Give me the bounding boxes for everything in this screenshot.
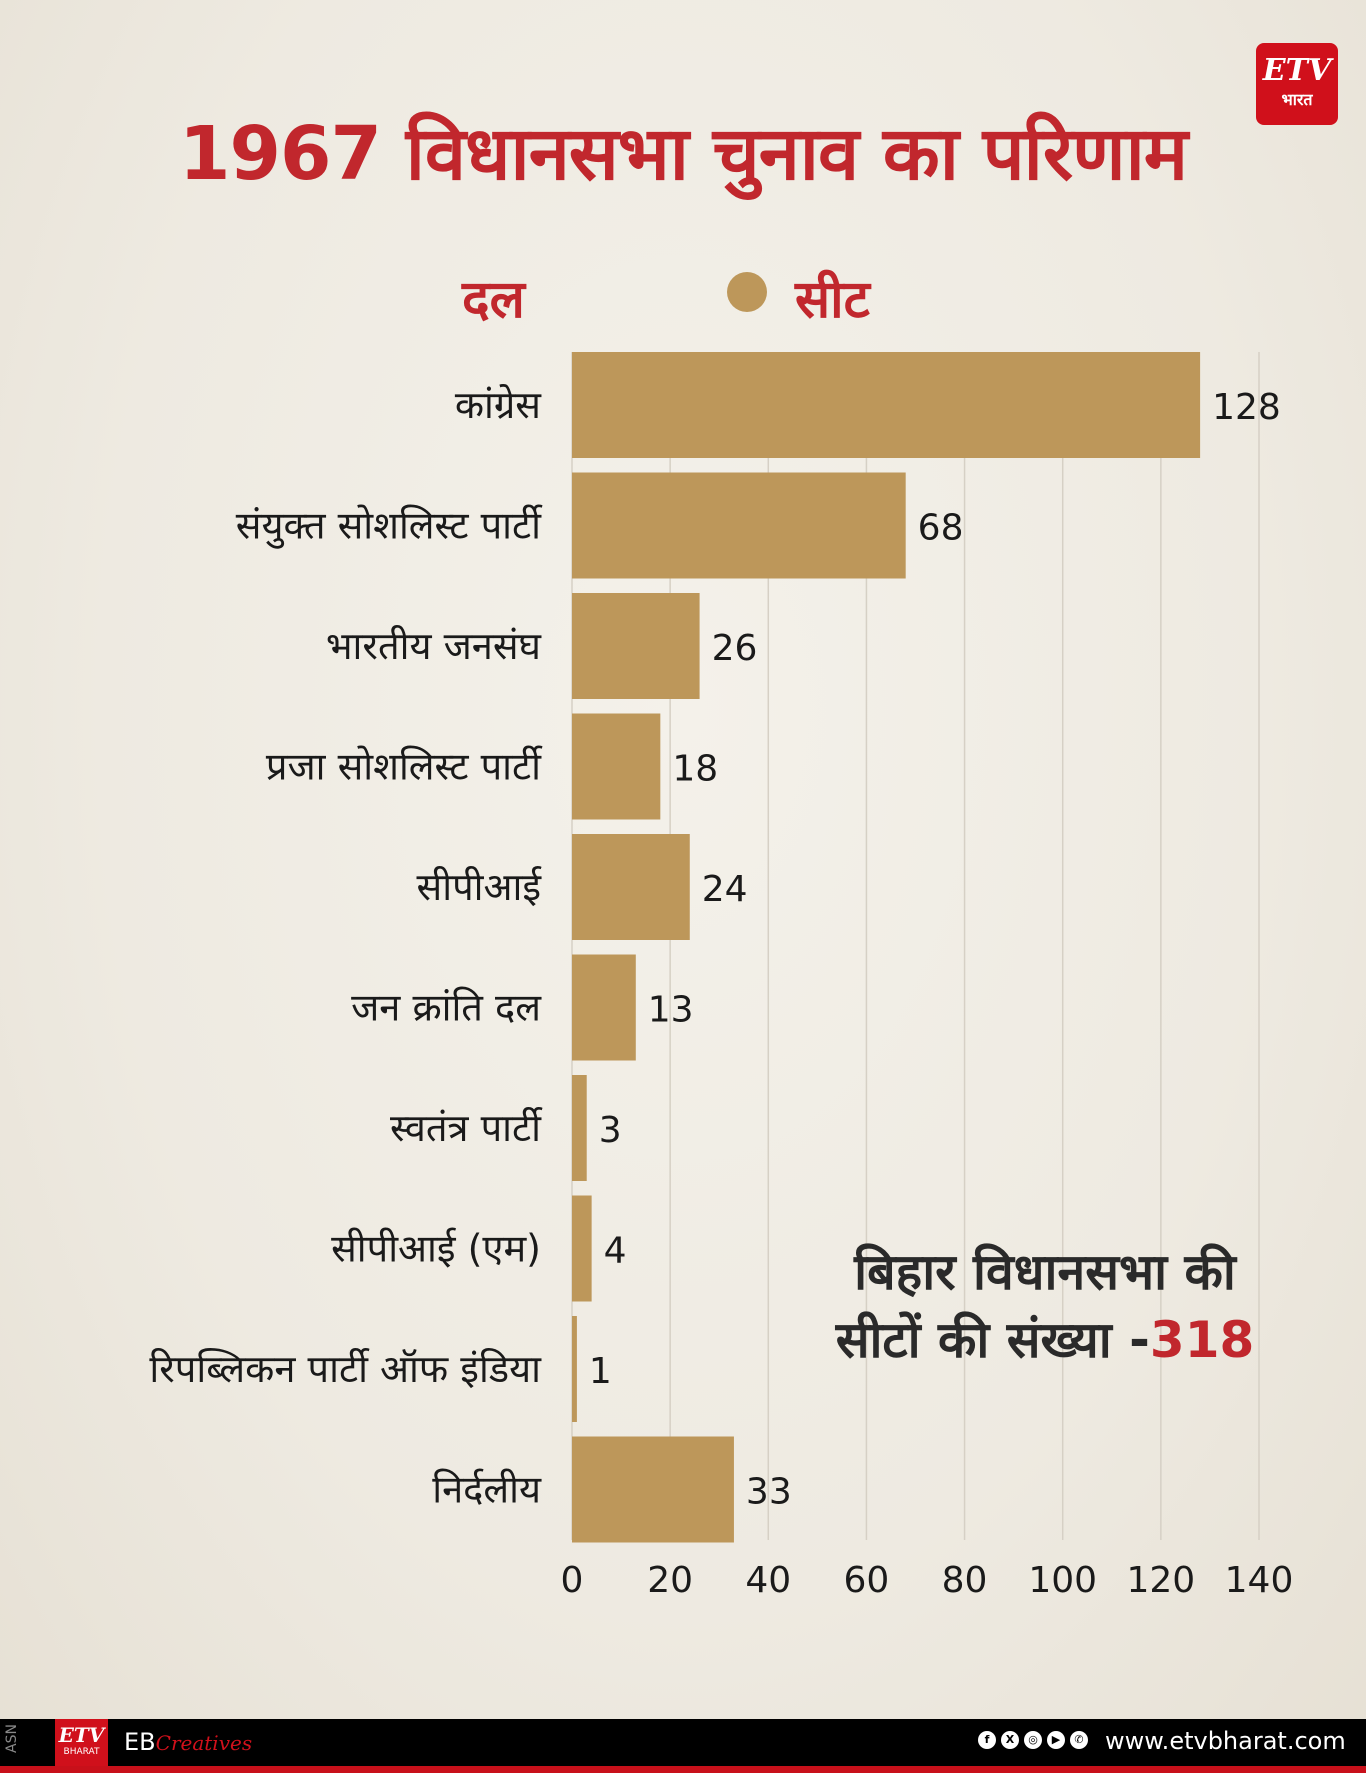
logo-text: ETV (1262, 53, 1332, 88)
logo-subtext: भारत (1281, 90, 1313, 109)
category-label: स्वतंत्र पार्टी (390, 1106, 543, 1150)
chart-title: 1967 विधानसभा चुनाव का परिणाम (178, 111, 1188, 197)
legend-label: सीट (795, 270, 870, 330)
bar (572, 593, 700, 699)
brand-script: Creatives (155, 1731, 253, 1755)
category-header: दल (462, 270, 525, 330)
x-tick-label: 20 (647, 1560, 693, 1601)
data-label: 33 (746, 1472, 792, 1513)
footer-red-line (0, 1766, 1366, 1773)
data-label: 18 (672, 749, 718, 790)
data-label: 24 (702, 869, 748, 910)
side-text: ASN (4, 1724, 20, 1753)
total-seats-note: बिहार विधानसभा की सीटों की संख्या -318 (830, 1238, 1260, 1374)
category-label: कांग्रेस (455, 383, 542, 427)
website-url[interactable]: www.etvbharat.com (1105, 1727, 1346, 1755)
data-label: 1 (589, 1351, 612, 1392)
whatsapp-icon[interactable]: ✆ (1070, 1731, 1088, 1749)
category-label: संयुक्त सोशलिस्ट पार्टी (236, 504, 543, 550)
x-tick-label: 0 (561, 1560, 584, 1601)
x-tick-label: 60 (844, 1560, 890, 1601)
youtube-icon[interactable]: ▶ (1047, 1731, 1065, 1749)
note-value: 318 (1149, 1311, 1255, 1369)
footer-logo-sub: BHARAT (63, 1747, 100, 1757)
bar (572, 713, 661, 820)
brand-text: EB (124, 1728, 156, 1756)
data-label: 68 (918, 508, 964, 549)
bar (572, 352, 1201, 458)
x-tick-label: 80 (942, 1560, 988, 1601)
bar (572, 1075, 587, 1181)
category-label: निर्दलीय (432, 1468, 542, 1512)
bar (572, 954, 636, 1061)
data-label: 4 (604, 1231, 627, 1272)
x-tick-label: 40 (745, 1560, 791, 1601)
note-line2: सीटों की संख्या - (835, 1311, 1150, 1369)
data-label: 128 (1212, 387, 1281, 428)
category-label: भारतीय जनसंघ (326, 624, 542, 668)
bar (572, 472, 906, 579)
social-icons: f X ◎ ▶ ✆ (978, 1731, 1088, 1749)
bar (572, 834, 690, 940)
bar-chart: 0 20 40 60 80 100 120 140 कांग्रेस 128 संयुक्त सोश… (149, 352, 1294, 1601)
bar (572, 1436, 734, 1543)
facebook-icon[interactable]: f (978, 1731, 996, 1749)
category-label: सीपीआई (एम) (331, 1227, 541, 1271)
data-label: 13 (648, 990, 694, 1031)
x-tick-label: 100 (1028, 1560, 1097, 1601)
x-icon[interactable]: X (1001, 1731, 1019, 1749)
bar (572, 1195, 592, 1302)
category-label: रिपब्लिकन पार्टी ऑफ इंडिया (149, 1347, 542, 1391)
data-label: 3 (599, 1110, 622, 1151)
instagram-icon[interactable]: ◎ (1024, 1731, 1042, 1749)
eb-creatives-brand: EBCreatives (124, 1728, 252, 1756)
category-label: सीपीआई (417, 865, 543, 909)
legend-marker (727, 272, 767, 312)
x-tick-label: 140 (1225, 1560, 1294, 1601)
footer-logo-text: ETV (58, 1723, 105, 1747)
bar (572, 1316, 577, 1422)
note-line1: बिहार विधानसभा की (854, 1243, 1236, 1301)
x-tick-label: 120 (1126, 1560, 1195, 1601)
footer-logo: ETV BHARAT (55, 1719, 108, 1766)
data-label: 26 (712, 628, 758, 669)
etv-bharat-logo: ETV भारत (1256, 43, 1338, 125)
category-label: जन क्रांति दल (351, 986, 542, 1030)
category-label: प्रजा सोशलिस्ट पार्टी (266, 745, 543, 789)
footer-bar (0, 1719, 1366, 1766)
